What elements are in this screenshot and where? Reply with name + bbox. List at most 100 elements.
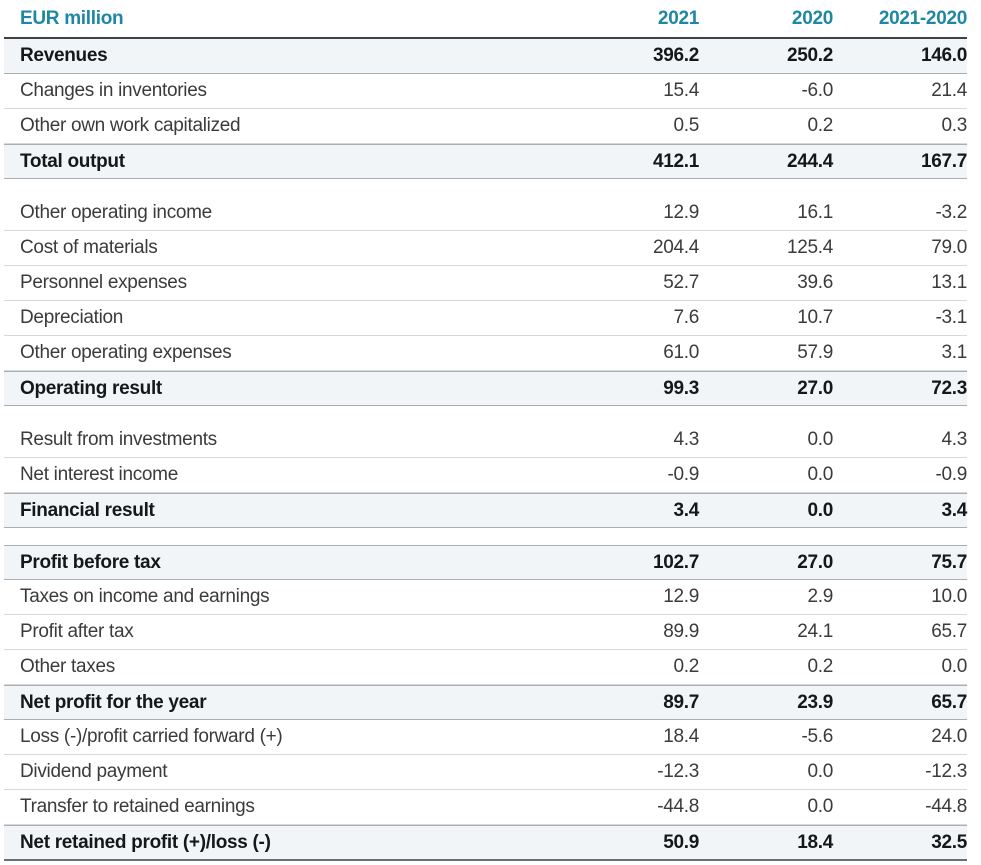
row-label: Profit before tax — [20, 551, 161, 573]
row-label: Cost of materials — [20, 237, 158, 258]
table-spacer — [4, 528, 967, 545]
row-value-2020: 18.4 — [797, 831, 833, 853]
row-label: Financial result — [20, 499, 155, 521]
row-value-2020: 0.2 — [807, 656, 833, 677]
table-row: Net interest income -0.9 0.0 -0.9 — [4, 458, 967, 493]
row-value-2020: 27.0 — [797, 551, 833, 573]
table-row: Net retained profit (+)/loss (-) 50.9 18… — [4, 825, 967, 861]
row-value-2020: 24.1 — [797, 621, 833, 642]
row-value-2021: 412.1 — [652, 150, 699, 172]
table-row: Other taxes 0.2 0.2 0.0 — [4, 650, 967, 685]
row-label: Operating result — [20, 377, 162, 399]
row-value-2021: 396.2 — [652, 45, 699, 66]
row-label: Profit after tax — [20, 621, 134, 642]
row-value-2021-2020: -44.8 — [925, 796, 967, 817]
row-value-2020: 0.0 — [807, 796, 833, 817]
table-row: Personnel expenses 52.7 39.6 13.1 — [4, 266, 967, 301]
row-value-2021: 3.4 — [673, 499, 699, 521]
row-value-2021: 7.6 — [673, 307, 699, 328]
row-value-2020: 0.0 — [807, 499, 833, 521]
row-label: Other operating income — [20, 202, 212, 223]
table-row: Transfer to retained earnings -44.8 0.0 … — [4, 790, 967, 825]
row-value-2021-2020: 72.3 — [931, 377, 967, 399]
row-value-2021: 12.9 — [663, 586, 699, 607]
table-row: Other operating income 12.9 16.1 -3.2 — [4, 196, 967, 231]
income-statement-table: EUR million 2021 2020 2021-2020 Revenues… — [4, 1, 967, 861]
row-value-2021-2020: -12.3 — [925, 761, 967, 782]
row-value-2020: 27.0 — [797, 377, 833, 399]
row-value-2021-2020: -3.2 — [935, 202, 967, 223]
row-label: Loss (-)/profit carried forward (+) — [20, 726, 283, 747]
table-row: Cost of materials 204.4 125.4 79.0 — [4, 231, 967, 266]
row-label: Net retained profit (+)/loss (-) — [20, 831, 271, 853]
row-value-2020: 2.9 — [807, 586, 833, 607]
table-row: Dividend payment -12.3 0.0 -12.3 — [4, 755, 967, 790]
row-label: Other operating expenses — [20, 342, 232, 363]
row-value-2021-2020: 75.7 — [931, 551, 967, 573]
row-value-2020: -6.0 — [801, 80, 833, 101]
table-spacer — [4, 406, 967, 423]
row-value-2020: 250.2 — [786, 45, 833, 66]
row-value-2020: 125.4 — [786, 237, 833, 258]
table-body: Revenues 396.2 250.2 146.0 Changes in in… — [4, 39, 967, 861]
row-value-2021-2020: 32.5 — [931, 831, 967, 853]
table-row: Total output 412.1 244.4 167.7 — [4, 144, 967, 179]
row-value-2021-2020: 65.7 — [931, 621, 967, 642]
row-value-2021: 0.5 — [673, 115, 699, 136]
row-value-2021: 12.9 — [663, 202, 699, 223]
row-value-2021-2020: 0.0 — [941, 656, 967, 677]
row-value-2021: -12.3 — [657, 761, 699, 782]
row-value-2021: -44.8 — [657, 796, 699, 817]
row-value-2020: 39.6 — [797, 272, 833, 293]
table-row: Other operating expenses 61.0 57.9 3.1 — [4, 336, 967, 371]
row-value-2021: 4.3 — [673, 429, 699, 450]
row-label: Personnel expenses — [20, 272, 187, 293]
row-label: Result from investments — [20, 429, 217, 450]
table-spacer — [4, 179, 967, 196]
row-value-2021: 52.7 — [663, 272, 699, 293]
row-value-2021-2020: 4.3 — [941, 429, 967, 450]
table-row: Net profit for the year 89.7 23.9 65.7 — [4, 685, 967, 720]
row-value-2020: 23.9 — [797, 691, 833, 713]
table-row: Revenues 396.2 250.2 146.0 — [4, 39, 967, 74]
column-header-2020: 2020 — [791, 8, 833, 29]
row-value-2021: 99.3 — [663, 377, 699, 399]
row-value-2021-2020: 146.0 — [920, 45, 967, 66]
table-row: Profit before tax 102.7 27.0 75.7 — [4, 545, 967, 580]
table-row: Changes in inventories 15.4 -6.0 21.4 — [4, 74, 967, 109]
row-value-2020: 16.1 — [797, 202, 833, 223]
row-value-2021-2020: 24.0 — [931, 726, 967, 747]
row-value-2021: 0.2 — [673, 656, 699, 677]
unit-label: EUR million — [20, 8, 124, 29]
row-label: Dividend payment — [20, 761, 168, 782]
row-label: Taxes on income and earnings — [20, 586, 270, 607]
row-value-2020: 244.4 — [786, 150, 833, 172]
row-label: Net profit for the year — [20, 691, 207, 713]
row-value-2021-2020: 65.7 — [931, 691, 967, 713]
row-label: Net interest income — [20, 464, 178, 485]
row-value-2021-2020: 13.1 — [931, 272, 967, 293]
row-value-2021: 61.0 — [663, 342, 699, 363]
row-label: Revenues — [20, 45, 108, 66]
row-value-2020: 57.9 — [797, 342, 833, 363]
row-value-2021-2020: -3.1 — [935, 307, 967, 328]
table-row: Loss (-)/profit carried forward (+) 18.4… — [4, 720, 967, 755]
row-value-2021-2020: 3.4 — [941, 499, 967, 521]
row-value-2020: 0.0 — [807, 429, 833, 450]
row-label: Total output — [20, 150, 125, 172]
column-header-2021: 2021 — [657, 8, 699, 29]
table-row: Other own work capitalized 0.5 0.2 0.3 — [4, 109, 967, 144]
row-value-2021-2020: 79.0 — [931, 237, 967, 258]
row-value-2021-2020: 0.3 — [941, 115, 967, 136]
row-value-2021-2020: 3.1 — [941, 342, 967, 363]
row-value-2020: 10.7 — [797, 307, 833, 328]
row-value-2021: 204.4 — [652, 237, 699, 258]
row-value-2021: 89.9 — [663, 621, 699, 642]
table-row: Depreciation 7.6 10.7 -3.1 — [4, 301, 967, 336]
row-value-2021: -0.9 — [667, 464, 699, 485]
row-value-2021-2020: 21.4 — [931, 80, 967, 101]
row-label: Depreciation — [20, 307, 124, 328]
row-label: Other taxes — [20, 656, 115, 677]
row-value-2020: -5.6 — [801, 726, 833, 747]
column-header-2021-2020: 2021-2020 — [878, 8, 967, 29]
